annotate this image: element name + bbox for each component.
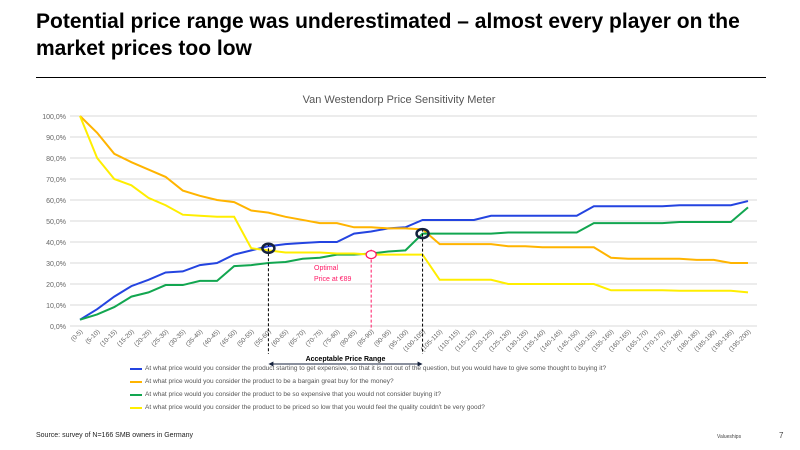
y-tick-label: 100,0% — [42, 114, 66, 121]
company-logo: Valueships — [717, 434, 742, 440]
legend-item-expensive: At what price would you consider the pro… — [130, 365, 606, 372]
y-tick-label: 80,0% — [46, 156, 66, 163]
optimal-price-value: Price at €89 — [314, 276, 351, 283]
legend-label: At what price would you consider the pro… — [145, 378, 394, 385]
x-tick-label: (80-85) — [339, 328, 359, 348]
y-tick-label: 20,0% — [46, 282, 66, 289]
legend-label: At what price would you consider the pro… — [145, 391, 441, 398]
y-tick-label: 30,0% — [46, 261, 66, 268]
x-tick-label: (65-70) — [287, 328, 307, 348]
acceptable-range-label: Acceptable Price Range — [306, 356, 386, 363]
x-tick-label: (70-75) — [304, 328, 324, 348]
y-tick-label: 0,0% — [50, 324, 66, 331]
series-line-1 — [79, 115, 748, 264]
chart-title: Van Westendorp Price Sensitivity Meter — [303, 94, 496, 106]
x-tick-label: (50-55) — [236, 328, 256, 348]
x-tick-label: (40-45) — [202, 328, 222, 348]
optimal-price-marker — [365, 249, 377, 260]
x-tick-label: (45-50) — [219, 328, 239, 348]
optimal-price-label: Optimal — [314, 265, 339, 272]
slide-title: Potential price range was underestimated… — [36, 10, 740, 60]
y-tick-label: 60,0% — [46, 198, 66, 205]
legend-swatch — [130, 393, 142, 396]
series-line-0 — [79, 200, 749, 321]
y-tick-label: 90,0% — [46, 135, 66, 142]
legend-swatch — [130, 367, 142, 370]
y-tick-label: 70,0% — [46, 177, 66, 184]
legend-item-bargain: At what price would you consider the pro… — [130, 378, 394, 385]
legend-label: At what price would you consider the pro… — [145, 404, 485, 411]
y-tick-label: 10,0% — [46, 303, 66, 310]
series-line-3 — [79, 115, 749, 294]
title-divider — [36, 77, 766, 78]
legend-label: At what price would you consider the pro… — [145, 365, 607, 372]
series-line-2 — [79, 206, 749, 321]
x-tick-label: (15-20) — [116, 328, 136, 348]
x-tick-label: (60-65) — [270, 328, 290, 348]
legend-item-too-cheap: At what price would you consider the pro… — [130, 404, 485, 411]
x-tick-label: (10-15) — [99, 328, 119, 348]
legend-swatch — [130, 380, 142, 383]
x-tick-label: (55-60) — [253, 328, 273, 348]
x-tick-label: (20-25) — [133, 328, 153, 348]
y-tick-label: 40,0% — [46, 240, 66, 247]
x-tick-label: (30-35) — [167, 328, 187, 348]
x-tick-label: (75-80) — [322, 328, 342, 348]
source-note: Source: survey of N=166 SMB owners in Ge… — [36, 432, 193, 439]
legend-item-too-expensive: At what price would you consider the pro… — [130, 391, 441, 398]
x-tick-label: (25-30) — [150, 328, 170, 348]
x-tick-label: (85-90) — [356, 328, 376, 348]
legend-swatch — [130, 406, 142, 409]
x-tick-label: (0-5) — [70, 328, 85, 343]
page-number: 7 — [779, 431, 784, 440]
y-tick-label: 50,0% — [46, 219, 66, 226]
x-tick-label: (35-40) — [185, 328, 205, 348]
range-start-marker — [261, 242, 276, 255]
range-end-marker — [415, 227, 430, 240]
